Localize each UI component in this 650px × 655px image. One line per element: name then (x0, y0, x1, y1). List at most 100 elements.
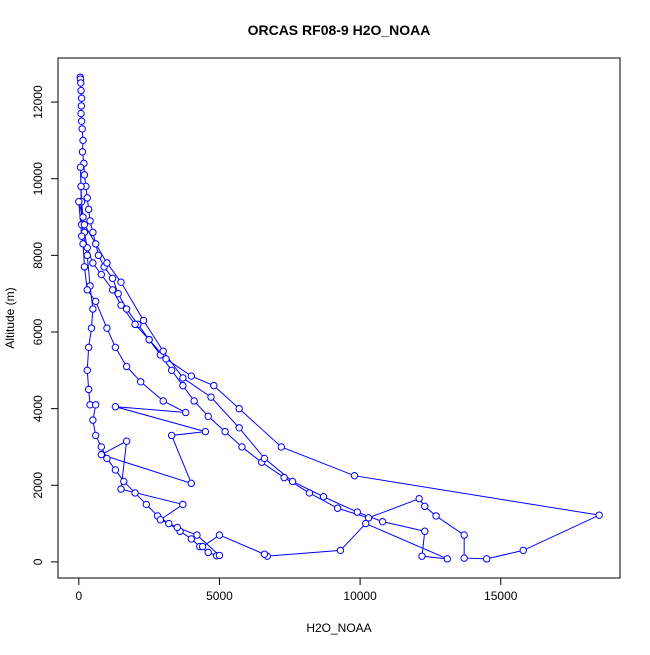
y-tick-label: 2000 (31, 472, 45, 499)
y-tick-label: 10000 (31, 162, 45, 196)
data-point (120, 477, 128, 486)
data-point (91, 297, 100, 306)
data-point (75, 197, 83, 206)
data-point (198, 542, 207, 551)
data-point (179, 500, 187, 509)
data-point (103, 259, 111, 267)
data-point (336, 546, 345, 555)
data-point (460, 554, 468, 562)
data-point (235, 404, 243, 413)
data-point (80, 263, 89, 271)
data-point (415, 494, 423, 503)
data-point (91, 431, 100, 440)
data-point (83, 286, 91, 294)
data-point (142, 500, 151, 509)
data-point (111, 343, 120, 352)
y-tick-label: 6000 (31, 318, 45, 345)
data-point (418, 552, 426, 560)
data-point (108, 274, 117, 283)
data-point (207, 393, 215, 401)
data-point (156, 516, 165, 524)
data-point (87, 324, 96, 332)
data-point (179, 374, 187, 382)
data-point (443, 555, 451, 563)
data-point (83, 366, 91, 375)
data-point (167, 366, 176, 375)
x-tick-label: 0 (75, 589, 82, 603)
data-point (111, 466, 120, 474)
data-point (260, 550, 269, 558)
data-point (83, 251, 91, 260)
data-point (190, 397, 198, 405)
data-point (89, 305, 97, 313)
data-point (210, 381, 218, 390)
data-point (421, 527, 429, 535)
data-point (159, 347, 167, 355)
data-point (117, 301, 125, 309)
data-point (131, 489, 139, 497)
data-point (131, 320, 139, 329)
data-point (421, 502, 429, 511)
data-point (277, 443, 286, 451)
data-point (193, 531, 201, 539)
data-point (319, 493, 328, 501)
data-point (117, 278, 125, 286)
data-point (79, 136, 87, 145)
data-point (305, 489, 314, 497)
data-point (460, 531, 468, 539)
data-point (97, 270, 106, 279)
data-point (187, 372, 196, 380)
data-point (76, 163, 85, 171)
data-point (78, 125, 86, 133)
data-point (80, 171, 89, 179)
data-point (108, 286, 117, 294)
data-point (94, 251, 103, 260)
data-point (78, 148, 87, 156)
data-point (364, 514, 373, 522)
x-tick-label: 15000 (484, 589, 518, 603)
data-point (77, 79, 85, 87)
data-point (482, 555, 491, 563)
data-point (173, 523, 181, 532)
data-point (215, 551, 224, 560)
data-point (159, 397, 167, 405)
data-point (77, 232, 86, 240)
x-tick-label: 10000 (343, 589, 377, 603)
data-point (280, 473, 288, 482)
data-point (122, 305, 131, 313)
data-point (97, 443, 106, 451)
data-point (91, 240, 100, 248)
data-point (117, 485, 125, 493)
data-point (77, 109, 85, 118)
plot-frame (57, 57, 621, 579)
data-point (378, 517, 387, 526)
data-point (83, 194, 91, 202)
data-point (91, 401, 100, 409)
x-tick-label: 5000 (206, 589, 233, 603)
data-point (519, 546, 527, 555)
data-point (145, 335, 153, 344)
data-point (260, 454, 269, 463)
y-tick-label: 4000 (31, 395, 45, 422)
y-tick-label: 12000 (31, 85, 45, 119)
data-point (79, 213, 87, 221)
data-point (215, 531, 224, 539)
data-point (122, 437, 131, 445)
data-point (84, 343, 93, 352)
y-axis-label: Altitude (m) (3, 287, 17, 348)
data-point (77, 102, 86, 110)
x-axis-label: H2O_NOAA (306, 621, 371, 635)
data-point (179, 381, 187, 390)
data-point (79, 240, 87, 248)
data-point (77, 94, 86, 102)
data-point (288, 477, 297, 486)
data-point (103, 454, 111, 463)
chart-title: ORCAS RF08-9 H2O_NOAA (248, 22, 431, 38)
y-tick-label: 8000 (31, 242, 45, 269)
data-point (204, 412, 212, 420)
data-point (84, 385, 93, 394)
data-point (80, 220, 89, 229)
data-point (165, 519, 173, 528)
data-point (333, 504, 342, 512)
